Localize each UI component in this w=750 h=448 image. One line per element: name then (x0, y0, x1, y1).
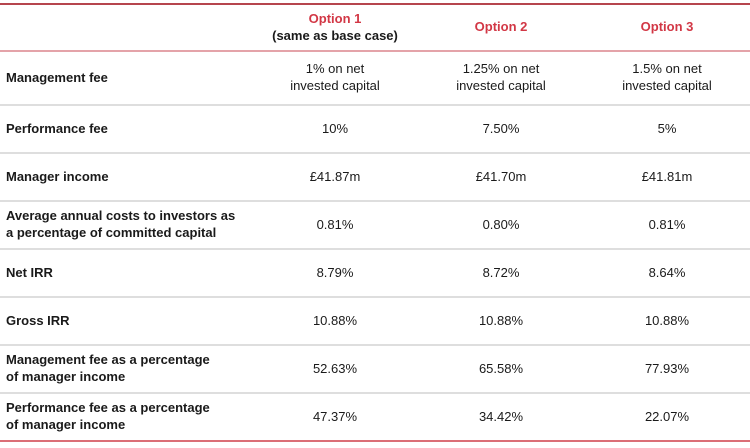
row-value-option-1: 10.88% (252, 297, 418, 346)
table-row-net-irr: Net IRR 8.79% 8.72% 8.64% (0, 249, 750, 298)
row-value-option-2: 34.42% (418, 393, 584, 442)
table-row-management-fee-percentage: Management fee as a percentage of manage… (0, 345, 750, 394)
header-option-3: Option 3 (584, 4, 750, 52)
option-3-label: Option 3 (640, 19, 694, 35)
table-row-gross-irr: Gross IRR 10.88% 10.88% 10.88% (0, 297, 750, 346)
row-value-option-1: 52.63% (252, 345, 418, 394)
row-value-option-2: 0.80% (418, 201, 584, 250)
row-value-option-3: 10.88% (584, 297, 750, 346)
row-label: Management fee (0, 51, 252, 106)
row-label: Management fee as a percentage of manage… (0, 345, 252, 394)
row-value-option-1: 47.37% (252, 393, 418, 442)
option-2-label: Option 2 (474, 19, 528, 35)
row-label: Net IRR (0, 249, 252, 298)
row-value-option-1: £41.87m (252, 153, 418, 202)
row-value-option-3: 1.5% on net invested capital (584, 51, 750, 106)
table-row-manager-income: Manager income £41.87m £41.70m £41.81m (0, 153, 750, 202)
row-value-option-2: 65.58% (418, 345, 584, 394)
row-label: Average annual costs to investors as a p… (0, 201, 252, 250)
row-value-option-2: 7.50% (418, 105, 584, 154)
row-value-option-1: 0.81% (252, 201, 418, 250)
row-label: Gross IRR (0, 297, 252, 346)
fee-comparison-table: Option 1 (same as base case) Option 2 Op… (0, 3, 750, 442)
row-value-option-3: 77.93% (584, 345, 750, 394)
row-label: Performance fee as a percentage of manag… (0, 393, 252, 442)
header-empty-cell (0, 4, 252, 52)
option-1-subtitle: (same as base case) (272, 27, 398, 43)
row-value-option-3: 8.64% (584, 249, 750, 298)
option-1-label: Option 1 (308, 10, 362, 26)
row-label: Performance fee (0, 105, 252, 154)
row-value-option-2: 8.72% (418, 249, 584, 298)
table-row-average-annual-costs: Average annual costs to investors as a p… (0, 201, 750, 250)
table-header-row: Option 1 (same as base case) Option 2 Op… (0, 4, 750, 52)
row-value-option-2: £41.70m (418, 153, 584, 202)
table-row-performance-fee: Performance fee 10% 7.50% 5% (0, 105, 750, 154)
row-value-option-2: 1.25% on net invested capital (418, 51, 584, 106)
row-value-option-1: 1% on net invested capital (252, 51, 418, 106)
row-value-option-3: 5% (584, 105, 750, 154)
table-row-management-fee: Management fee 1% on net invested capita… (0, 51, 750, 106)
row-value-option-3: 0.81% (584, 201, 750, 250)
row-value-option-2: 10.88% (418, 297, 584, 346)
header-option-1: Option 1 (same as base case) (252, 4, 418, 52)
table-row-performance-fee-percentage: Performance fee as a percentage of manag… (0, 393, 750, 442)
row-label: Manager income (0, 153, 252, 202)
row-value-option-1: 8.79% (252, 249, 418, 298)
row-value-option-3: 22.07% (584, 393, 750, 442)
row-value-option-1: 10% (252, 105, 418, 154)
row-value-option-3: £41.81m (584, 153, 750, 202)
header-option-2: Option 2 (418, 4, 584, 52)
